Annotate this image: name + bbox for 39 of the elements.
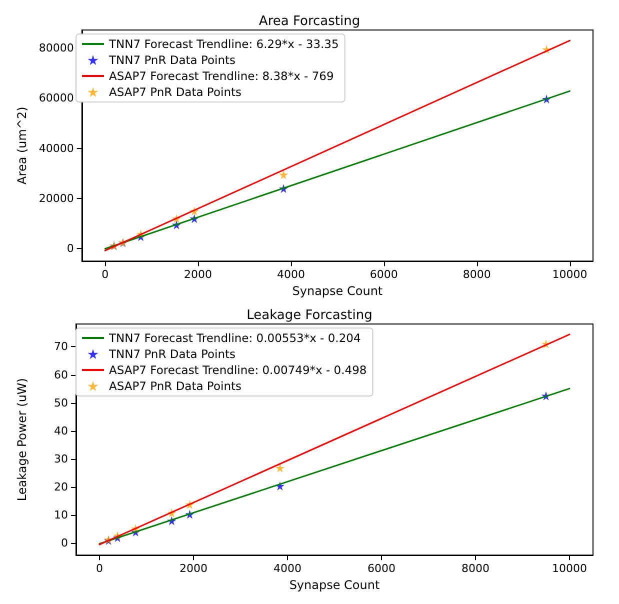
y-tick-label: 80000 xyxy=(38,42,74,55)
legend-label: ASAP7 Forecast Trendline: 0.00749*x - 0.498 xyxy=(109,363,367,377)
legend-label: TNN7 PnR Data Points xyxy=(108,347,236,361)
legend-label: TNN7 Forecast Trendline: 6.29*x - 33.35 xyxy=(108,37,339,51)
y-tick-label: 40000 xyxy=(38,142,74,155)
legend-label: ASAP7 Forecast Trendline: 8.38*x - 769 xyxy=(109,69,334,83)
legend-label: TNN7 PnR Data Points xyxy=(108,53,236,67)
x-axis-title: Synapse Count xyxy=(289,578,380,592)
y-tick-label: 60000 xyxy=(38,92,74,105)
x-tick-label: 10000 xyxy=(552,562,587,576)
x-tick-label: 6000 xyxy=(368,562,396,576)
x-tick-label: 4000 xyxy=(274,562,302,576)
chart-title: Leakage Forcasting xyxy=(246,308,372,323)
y-axis-title: Leakage Power (uW) xyxy=(15,378,29,502)
y-tick-label: 50 xyxy=(54,396,68,410)
y-tick-label: 70 xyxy=(54,340,68,354)
y-tick-label: 60 xyxy=(54,368,68,382)
y-tick-label: 20 xyxy=(54,480,68,494)
x-tick-label: 6000 xyxy=(370,268,398,282)
legend-label: ASAP7 PnR Data Points xyxy=(109,85,242,99)
x-tick-label: 2000 xyxy=(184,268,212,282)
y-axis-title: Area (um^2) xyxy=(15,106,29,184)
x-tick-label: 0 xyxy=(96,562,103,576)
y-tick-label: 30 xyxy=(54,452,68,466)
x-tick-label: 0 xyxy=(102,268,109,282)
x-tick-label: 8000 xyxy=(462,268,491,282)
y-tick-label: 0 xyxy=(61,536,68,550)
chart-title: Area Forcasting xyxy=(258,14,360,29)
x-tick-label: 10000 xyxy=(552,268,588,282)
y-tick-label: 40 xyxy=(54,424,68,438)
x-axis-title: Synapse Count xyxy=(292,284,383,298)
x-tick-label: 2000 xyxy=(180,562,208,576)
y-tick-label: 0 xyxy=(66,242,74,256)
y-tick-label: 20000 xyxy=(38,192,74,206)
x-tick-label: 8000 xyxy=(462,562,490,576)
x-tick-label: 4000 xyxy=(276,268,305,282)
legend-label: ASAP7 PnR Data Points xyxy=(109,379,242,393)
legend-label: TNN7 Forecast Trendline: 0.00553*x - 0.204 xyxy=(108,331,361,345)
y-tick-label: 10 xyxy=(54,508,68,522)
